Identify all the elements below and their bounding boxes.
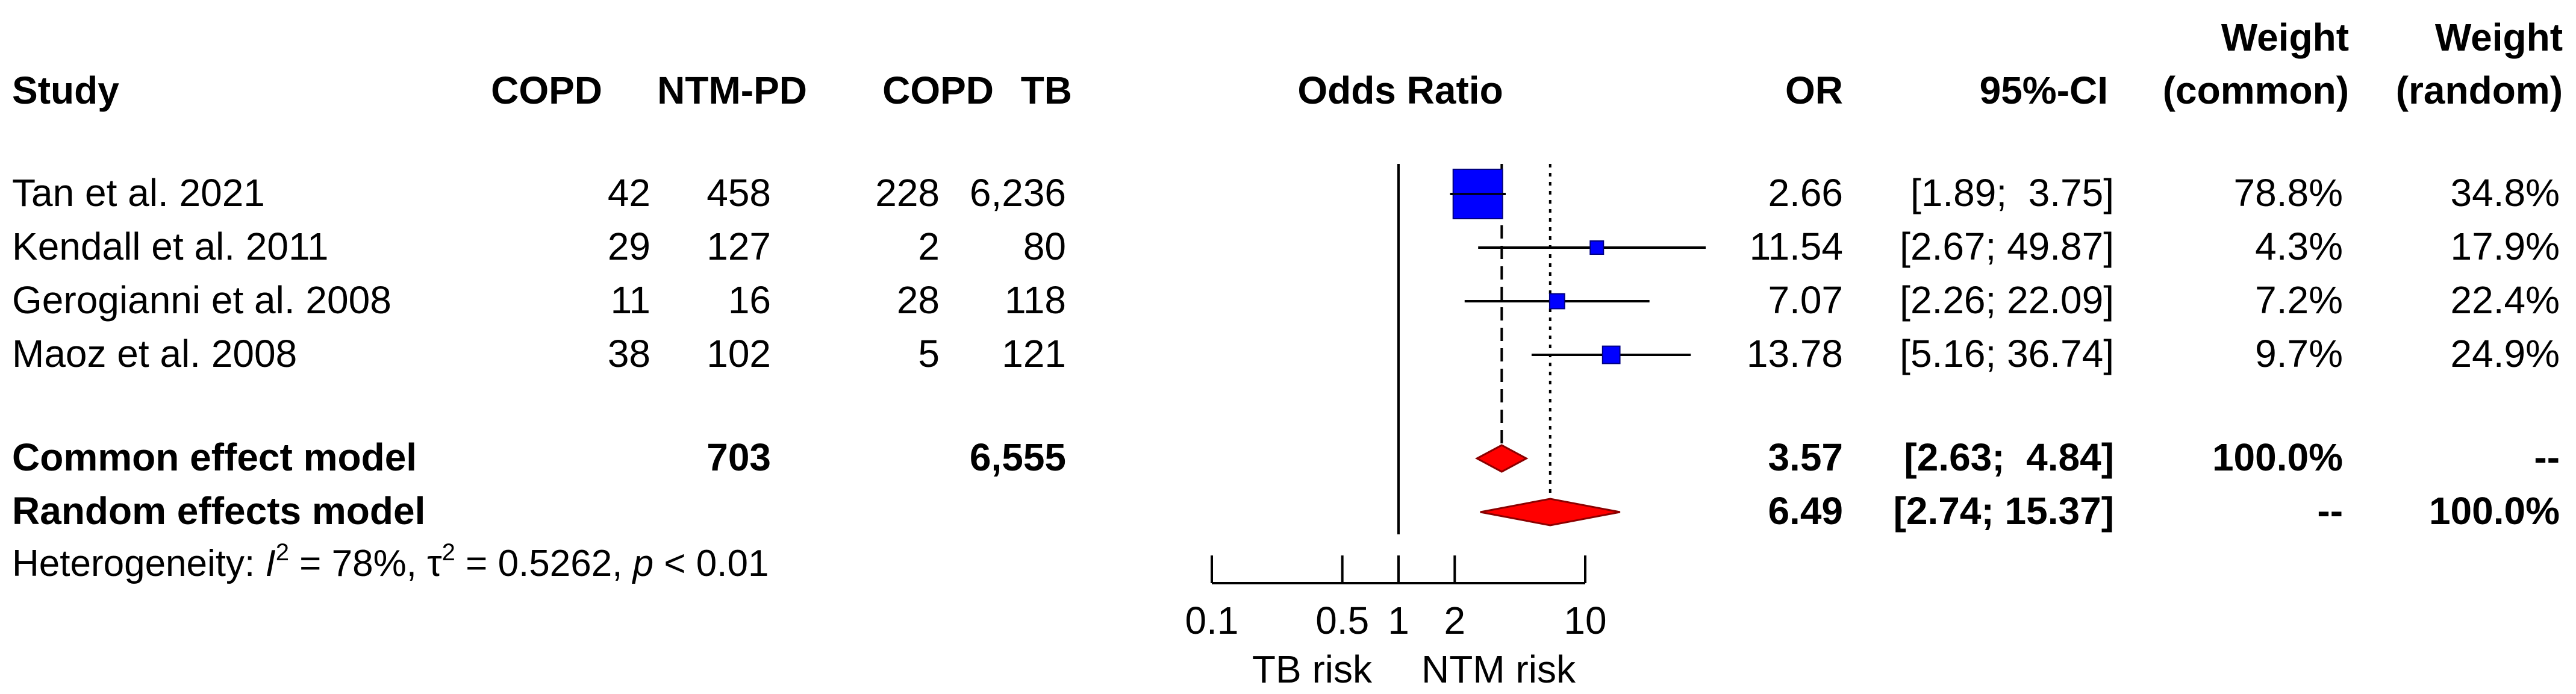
header-weight-common-2: (common)	[2162, 69, 2349, 112]
het-p-value: < 0.01	[653, 543, 769, 584]
study-weight-common: 4.3%	[2255, 225, 2343, 268]
study-or: 11.54	[1749, 225, 1843, 268]
header-total-exp: NTM-PD	[657, 69, 807, 112]
study-weight-common: 78.8%	[2233, 171, 2343, 214]
study-name: Tan et al. 2021	[12, 171, 265, 214]
model-total-exp: 703	[706, 436, 771, 479]
header-weight-random-1: Weight	[2434, 16, 2563, 59]
het-i2-sup: 2	[275, 539, 289, 566]
het-p-symbol: p	[632, 543, 654, 584]
het-i2-value: = 78%,	[288, 543, 428, 584]
header-events-exp: COPD	[491, 69, 602, 112]
model-total-ctrl: 6,555	[969, 436, 1066, 479]
het-i2-symbol: I	[265, 543, 276, 584]
het-prefix: Heterogeneity:	[12, 543, 266, 584]
study-total-ctrl: 6,236	[969, 171, 1066, 214]
study-or: 2.66	[1768, 171, 1843, 214]
x-tick-label: 1	[1388, 599, 1409, 642]
study-total-ctrl: 80	[1023, 225, 1066, 268]
study-events-exp: 42	[607, 171, 650, 214]
heterogeneity-text: Heterogeneity: I2 = 78%, τ2 = 0.5262, p …	[12, 540, 769, 584]
study-total-exp: 127	[706, 225, 771, 268]
model-or: 6.49	[1768, 489, 1843, 533]
study-ci: [5.16; 36.74]	[1900, 332, 2114, 375]
study-ci: [2.67; 49.87]	[1900, 225, 2114, 268]
x-tick-label: 0.5	[1315, 599, 1369, 642]
common-effect-diamond	[1475, 444, 1529, 473]
study-weight-random: 22.4%	[2450, 278, 2560, 322]
study-total-exp: 16	[728, 278, 771, 322]
het-tau-symbol: τ	[427, 543, 442, 584]
study-events-ctrl: 28	[896, 278, 940, 322]
model-weight-common: --	[2317, 489, 2343, 533]
study-events-ctrl: 228	[875, 171, 940, 214]
model-ci: [2.63; 4.84]	[1904, 436, 2114, 479]
header-odds-ratio: Odds Ratio	[1297, 69, 1503, 112]
model-label: Random effects model	[12, 489, 426, 533]
header-events-ctrl: COPD	[882, 69, 994, 112]
header-study: Study	[12, 69, 119, 112]
study-events-exp: 38	[607, 332, 650, 375]
header-total-ctrl: TB	[1020, 69, 1072, 112]
model-or: 3.57	[1768, 436, 1843, 479]
study-or: 13.78	[1746, 332, 1843, 375]
x-tick-label: 10	[1564, 599, 1606, 642]
study-events-ctrl: 2	[918, 225, 940, 268]
study-weight-random: 17.9%	[2450, 225, 2560, 268]
study-name: Kendall et al. 2011	[12, 225, 329, 268]
x-label-left: TB risk	[1252, 648, 1373, 691]
model-weight-common: 100.0%	[2212, 436, 2343, 479]
study-box	[1601, 345, 1621, 364]
study-weight-common: 9.7%	[2255, 332, 2343, 375]
study-events-exp: 11	[610, 278, 650, 322]
study-weight-random: 24.9%	[2450, 332, 2560, 375]
header-ci: 95%-CI	[1979, 69, 2108, 112]
study-box	[1589, 240, 1605, 255]
study-ci: [2.26; 22.09]	[1900, 278, 2114, 322]
header-weight-random-2: (random)	[2395, 69, 2563, 112]
study-weight-random: 34.8%	[2450, 171, 2560, 214]
het-tau-value: = 0.5262,	[455, 543, 633, 584]
model-weight-random: 100.0%	[2428, 489, 2560, 533]
study-total-exp: 458	[706, 171, 771, 214]
het-tau-sup: 2	[441, 539, 455, 566]
x-label-right: NTM risk	[1421, 648, 1576, 691]
model-ci: [2.74; 15.37]	[1893, 489, 2114, 533]
random-effects-diamond	[1480, 498, 1621, 527]
study-ci: [1.89; 3.75]	[1910, 171, 2114, 214]
x-tick-label: 0.1	[1185, 599, 1239, 642]
study-total-ctrl: 118	[1004, 278, 1066, 322]
study-box	[1548, 293, 1565, 310]
model-weight-random: --	[2534, 436, 2560, 479]
header-or: OR	[1785, 69, 1843, 112]
model-label: Common effect model	[12, 436, 417, 479]
study-name: Gerogianni et al. 2008	[12, 278, 391, 322]
study-weight-common: 7.2%	[2255, 278, 2343, 322]
study-events-exp: 29	[607, 225, 650, 268]
study-name: Maoz et al. 2008	[12, 332, 298, 375]
study-events-ctrl: 5	[918, 332, 940, 375]
study-total-ctrl: 121	[1002, 332, 1066, 375]
x-tick-label: 2	[1444, 599, 1466, 642]
study-or: 7.07	[1768, 278, 1843, 322]
header-weight-common-1: Weight	[2221, 16, 2349, 59]
study-total-exp: 102	[706, 332, 771, 375]
